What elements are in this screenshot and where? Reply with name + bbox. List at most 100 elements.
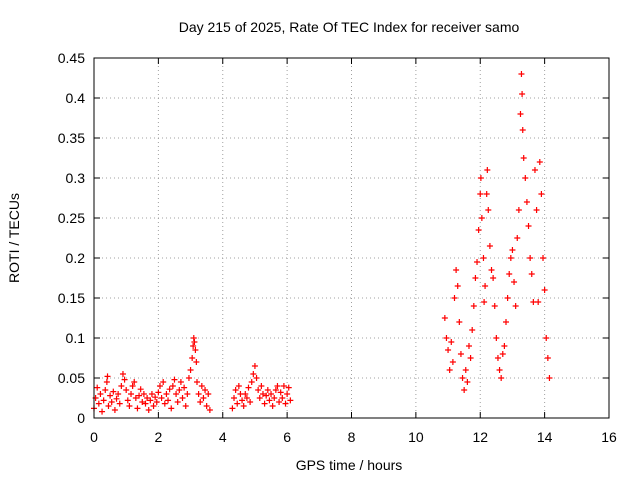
data-point bbox=[454, 283, 461, 289]
x-tick-label: 0 bbox=[90, 429, 98, 445]
data-point bbox=[504, 295, 511, 301]
data-point bbox=[116, 400, 123, 407]
data-point bbox=[113, 395, 120, 402]
data-point bbox=[156, 383, 163, 389]
data-point bbox=[248, 379, 255, 385]
data-point bbox=[232, 387, 239, 393]
data-point bbox=[148, 391, 155, 397]
data-point bbox=[110, 388, 117, 395]
data-point bbox=[185, 375, 192, 381]
data-point bbox=[480, 255, 487, 261]
data-point bbox=[131, 379, 138, 385]
data-point bbox=[202, 387, 209, 393]
data-point bbox=[474, 259, 481, 265]
data-points bbox=[91, 71, 553, 415]
data-point bbox=[160, 379, 167, 385]
data-point bbox=[523, 199, 530, 205]
data-point bbox=[173, 391, 180, 397]
data-point bbox=[205, 391, 212, 397]
data-point bbox=[272, 387, 279, 393]
data-point bbox=[457, 351, 464, 357]
data-point bbox=[121, 376, 128, 383]
data-point bbox=[168, 405, 175, 412]
data-point bbox=[200, 395, 207, 401]
data-point bbox=[161, 400, 168, 407]
data-point bbox=[243, 395, 250, 401]
data-point bbox=[276, 399, 283, 405]
data-point bbox=[104, 373, 111, 380]
data-point bbox=[503, 319, 509, 325]
data-point bbox=[184, 391, 191, 397]
data-point bbox=[181, 384, 188, 391]
data-point bbox=[493, 335, 500, 341]
data-point bbox=[171, 376, 178, 383]
data-point bbox=[485, 207, 492, 213]
y-tick-label: 0.4 bbox=[66, 90, 86, 106]
data-point bbox=[544, 355, 551, 361]
data-point bbox=[282, 400, 289, 407]
y-tick-label: 0 bbox=[77, 410, 85, 426]
data-point bbox=[494, 355, 501, 361]
chart-title: Day 215 of 2025, Rate Of TEC Index for r… bbox=[179, 19, 520, 35]
data-point bbox=[251, 363, 258, 369]
data-point bbox=[258, 383, 265, 389]
data-point bbox=[192, 347, 199, 353]
data-point bbox=[105, 403, 112, 409]
data-point bbox=[449, 359, 456, 365]
data-point bbox=[459, 375, 466, 381]
data-point bbox=[240, 403, 247, 409]
data-point bbox=[490, 275, 497, 281]
data-point bbox=[469, 327, 476, 333]
data-point bbox=[481, 299, 488, 305]
data-point bbox=[231, 395, 238, 401]
data-point bbox=[190, 335, 197, 341]
data-point bbox=[166, 386, 173, 393]
data-point bbox=[150, 403, 157, 409]
data-point bbox=[193, 359, 200, 365]
data-point bbox=[525, 223, 532, 229]
data-point bbox=[477, 191, 484, 197]
data-point bbox=[518, 71, 525, 77]
data-point bbox=[102, 387, 109, 393]
data-point bbox=[540, 255, 547, 261]
data-point bbox=[287, 397, 294, 404]
data-point bbox=[247, 399, 254, 405]
x-tick-label: 10 bbox=[408, 429, 424, 445]
data-point bbox=[197, 399, 204, 405]
data-point bbox=[245, 384, 252, 391]
data-point bbox=[139, 399, 146, 405]
data-point bbox=[511, 279, 518, 285]
data-point bbox=[543, 335, 550, 341]
x-axis-label: GPS time / hours bbox=[296, 457, 403, 473]
data-point bbox=[259, 391, 266, 397]
x-tick-label: 16 bbox=[601, 429, 617, 445]
data-point bbox=[448, 339, 455, 345]
data-point bbox=[519, 91, 526, 97]
data-point bbox=[142, 400, 149, 407]
data-point bbox=[145, 407, 152, 413]
data-point bbox=[528, 271, 535, 277]
x-tick-label: 12 bbox=[472, 429, 488, 445]
data-point bbox=[163, 391, 170, 397]
data-point bbox=[483, 191, 490, 197]
data-point bbox=[507, 255, 514, 261]
data-point bbox=[488, 267, 495, 273]
data-point bbox=[174, 399, 181, 405]
data-point bbox=[441, 315, 448, 321]
data-point bbox=[482, 283, 489, 289]
data-point bbox=[107, 392, 114, 399]
data-point bbox=[451, 295, 458, 301]
data-point bbox=[453, 267, 460, 273]
data-point bbox=[536, 159, 543, 165]
data-point bbox=[132, 395, 139, 401]
data-point bbox=[129, 383, 136, 389]
data-point bbox=[169, 383, 176, 389]
data-point bbox=[527, 255, 534, 261]
data-point bbox=[499, 351, 506, 357]
data-point bbox=[522, 175, 529, 181]
data-point bbox=[279, 395, 286, 401]
data-point bbox=[189, 355, 196, 361]
data-point bbox=[269, 403, 276, 409]
data-point bbox=[484, 167, 491, 173]
data-point bbox=[250, 371, 257, 377]
